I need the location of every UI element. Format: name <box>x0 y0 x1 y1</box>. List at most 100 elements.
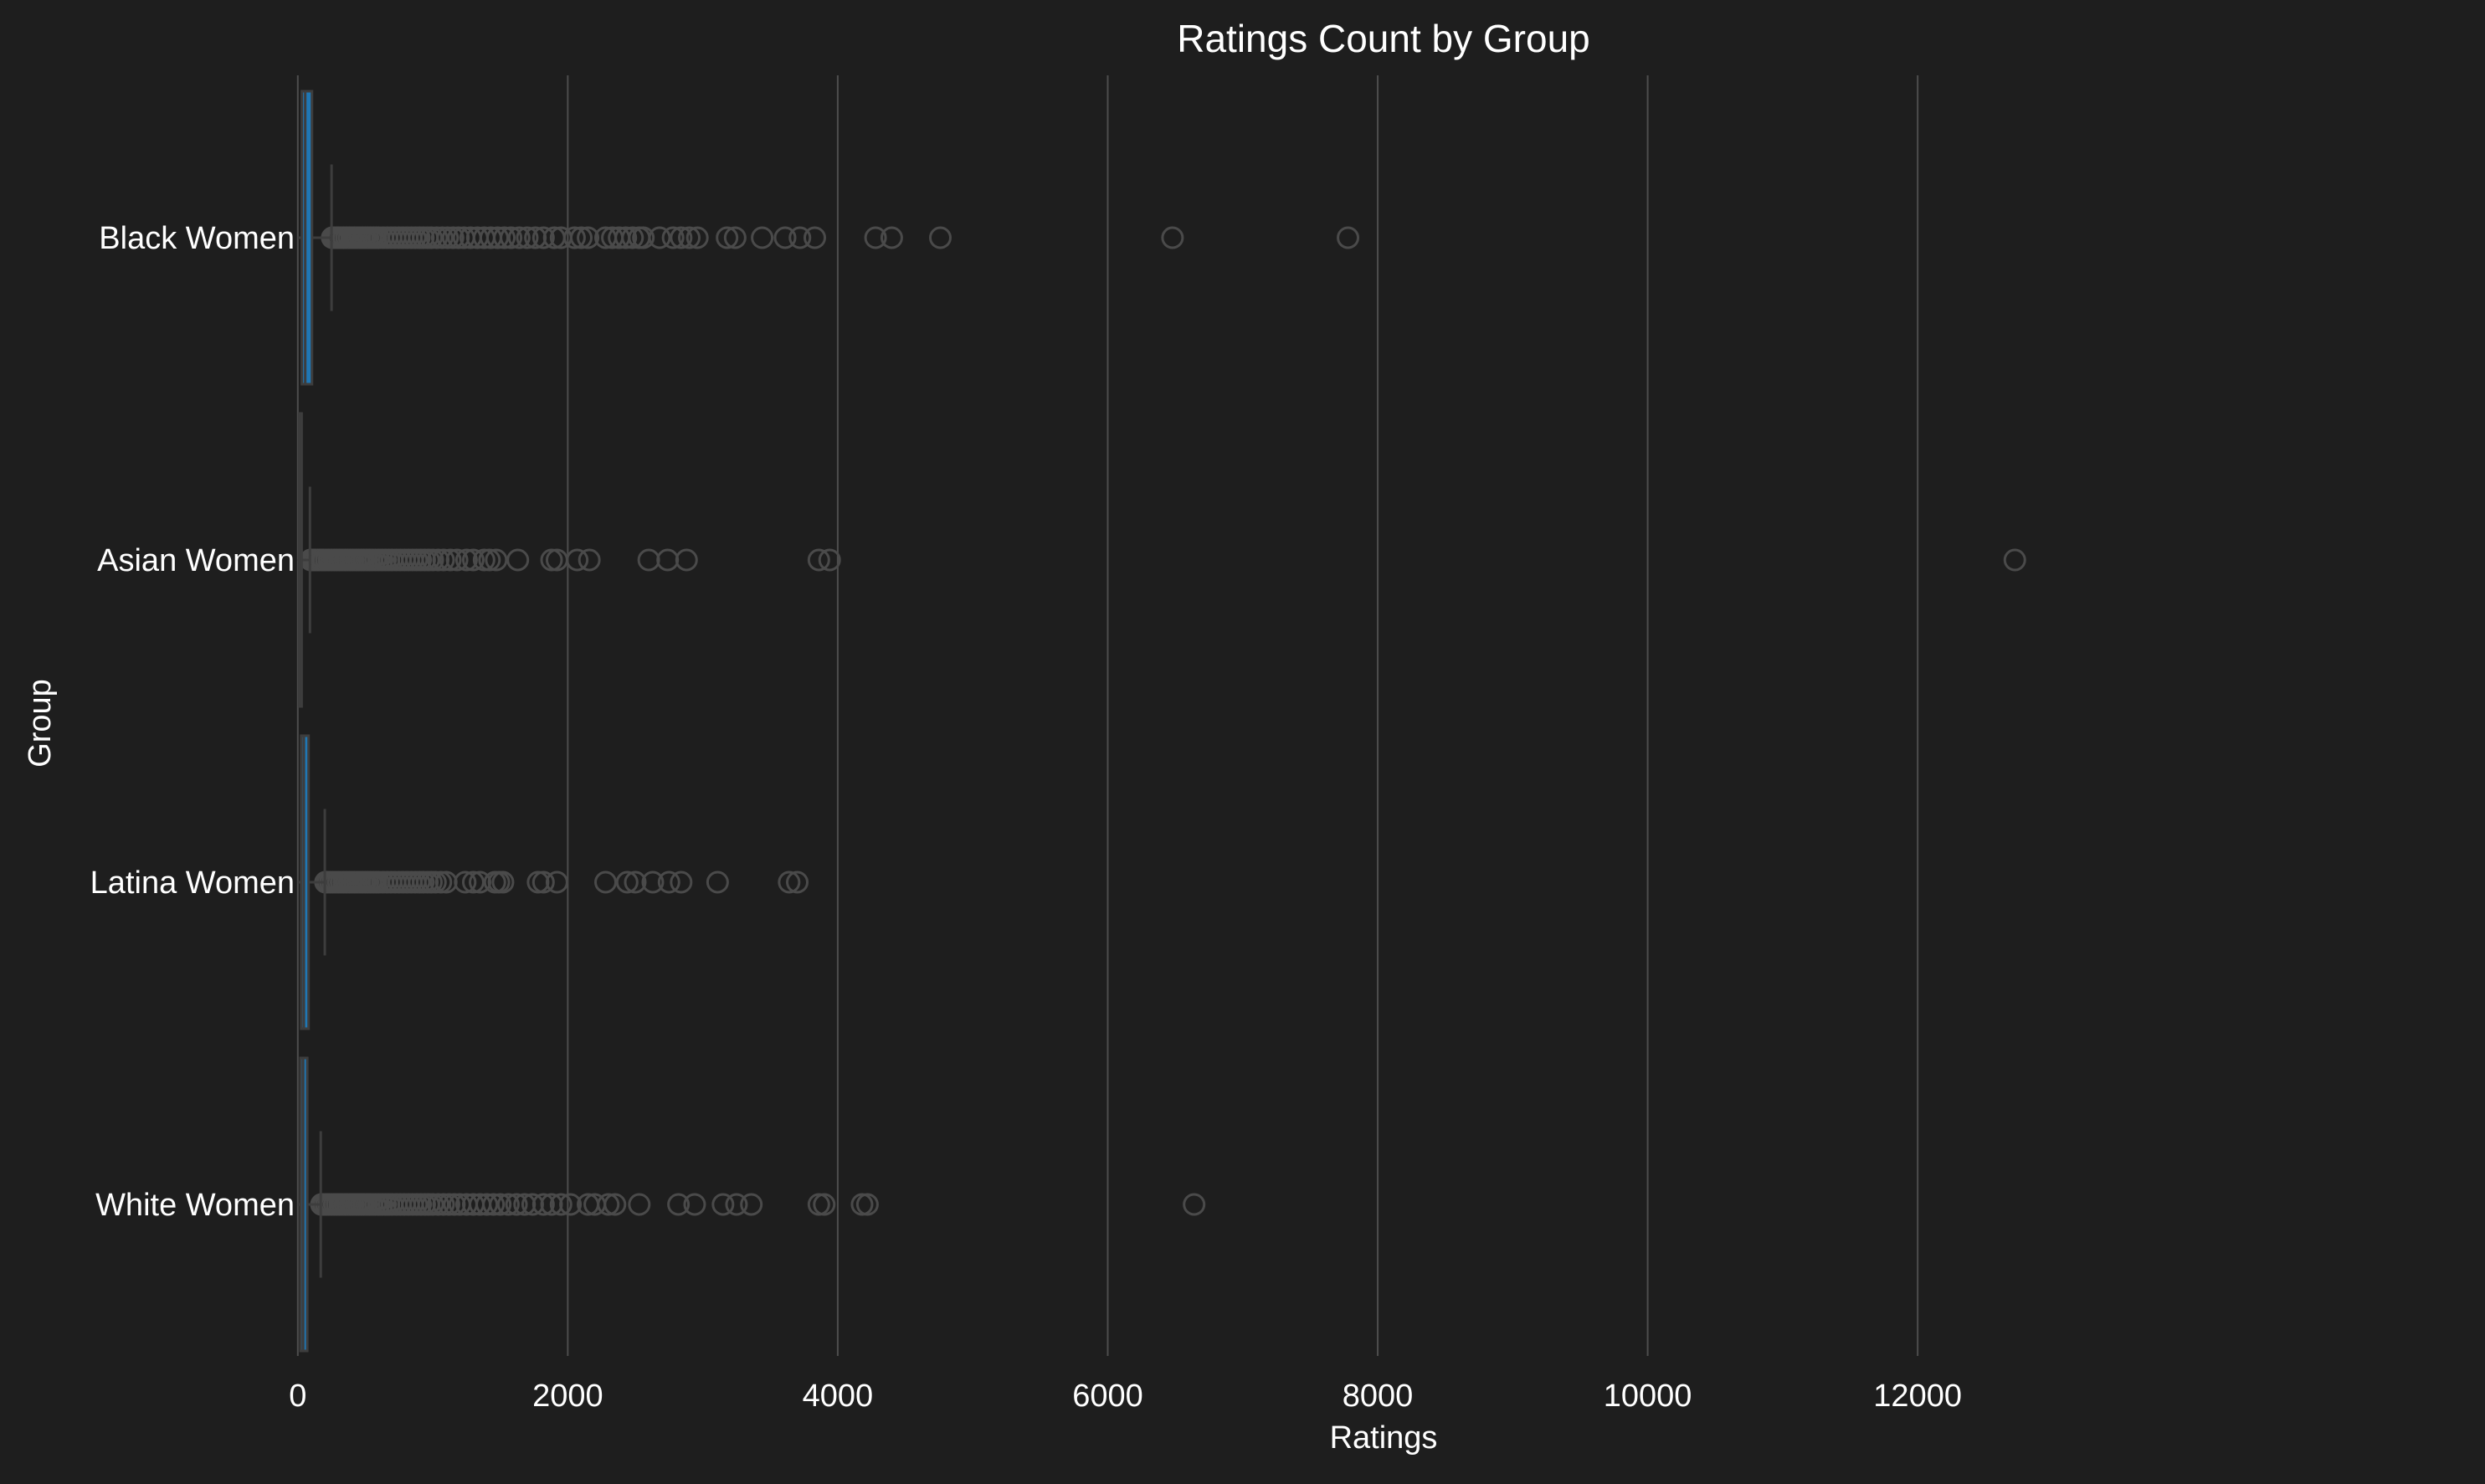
outlier-point <box>678 226 701 249</box>
outlier-point <box>454 548 478 572</box>
outlier-point <box>670 226 693 249</box>
outlier-point <box>445 548 469 572</box>
outlier-point <box>648 226 671 249</box>
outlier-point <box>531 870 555 894</box>
outlier-point <box>505 1193 528 1216</box>
outlier-point <box>500 226 523 249</box>
outlier-point <box>603 1193 627 1216</box>
outlier-point <box>421 548 444 572</box>
outlier-point <box>675 548 698 572</box>
outlier-point <box>597 1193 620 1216</box>
outlier-point <box>419 226 443 249</box>
outlier-point <box>807 1193 830 1216</box>
outlier-point <box>804 226 827 249</box>
outlier-point <box>540 548 563 572</box>
outlier-point <box>1337 226 1360 249</box>
x-tick-label: 8000 <box>1343 1379 1414 1414</box>
outlier-point <box>667 1193 691 1216</box>
outlier-point <box>493 226 516 249</box>
outlier-point <box>880 226 903 249</box>
outlier-point <box>637 548 660 572</box>
box-latina-women <box>297 734 326 1030</box>
x-tick-label: 4000 <box>803 1379 874 1414</box>
outlier-point <box>850 1193 874 1216</box>
outlier-point <box>725 1193 748 1216</box>
outlier-point <box>437 1193 460 1216</box>
outlier-point <box>439 548 462 572</box>
outlier-point <box>424 870 447 894</box>
x-tick-label: 2000 <box>532 1379 603 1414</box>
chart-text: Ratings Count by Group Ratings Group <box>23 17 1590 1456</box>
x-tick-label: 6000 <box>1072 1379 1143 1414</box>
y-category-label: Black Women <box>99 221 295 256</box>
y-category-labels: Black Women Asian Women Latina Women White … <box>90 221 295 1223</box>
outlier-point <box>531 226 555 249</box>
outlier-point <box>751 226 774 249</box>
outlier-point <box>569 226 593 249</box>
outlier-point <box>429 870 453 894</box>
outlier-point <box>928 226 952 249</box>
outlier-point <box>711 1193 735 1216</box>
outlier-point <box>506 548 530 572</box>
outlier-point <box>632 226 655 249</box>
outlier-point <box>855 1193 879 1216</box>
outlier-point <box>427 1193 450 1216</box>
outlier-point <box>475 1193 499 1216</box>
x-tick-label: 12000 <box>1873 1379 1962 1414</box>
outlier-point <box>489 1193 512 1216</box>
outlier-point <box>545 870 568 894</box>
box-black-women <box>297 90 333 386</box>
box-white-women <box>297 1056 322 1353</box>
outlier-point <box>723 226 747 249</box>
outlier-point <box>818 548 841 572</box>
outlier-point <box>461 870 485 894</box>
x-axis-title: Ratings <box>1330 1420 1438 1456</box>
outlier-point <box>432 548 455 572</box>
outlier-point <box>454 870 477 894</box>
outlier-point <box>786 870 809 894</box>
outlier-point <box>507 226 531 249</box>
outlier-point <box>531 1193 555 1216</box>
outlier-point <box>516 226 539 249</box>
outlier-point <box>562 226 586 249</box>
outlier-point <box>788 226 812 249</box>
box-plots <box>297 90 333 1353</box>
outlier-point <box>549 1193 572 1216</box>
x-tick-label: 10000 <box>1604 1379 1692 1414</box>
outlier-point <box>813 1193 836 1216</box>
y-axis-title: Group <box>23 679 58 768</box>
outlier-points <box>299 226 2026 1216</box>
outlier-point <box>566 548 589 572</box>
outlier-point <box>430 226 454 249</box>
iqr-box <box>300 90 314 386</box>
outlier-point <box>461 548 485 572</box>
outlier-point <box>441 226 465 249</box>
outlier-point <box>1161 226 1184 249</box>
outlier-point <box>670 870 693 894</box>
outlier-point <box>628 1193 651 1216</box>
outlier-point <box>683 1193 706 1216</box>
outlier-point <box>432 1193 455 1216</box>
outlier-point <box>661 226 685 249</box>
outlier-point <box>2003 548 2026 572</box>
outlier-point <box>740 1193 763 1216</box>
outlier-point <box>485 226 509 249</box>
outlier-point <box>621 226 644 249</box>
outlier-point <box>425 226 449 249</box>
outlier-point <box>436 226 460 249</box>
outlier-point <box>577 226 600 249</box>
outlier-point <box>485 548 508 572</box>
outlier-point <box>657 870 680 894</box>
outlier-point <box>624 870 647 894</box>
outlier-point <box>778 870 801 894</box>
outlier-point <box>656 548 680 572</box>
outlier-point <box>482 1193 506 1216</box>
outlier-point <box>716 226 739 249</box>
x-tick-label: 0 <box>289 1379 306 1414</box>
outlier-point <box>491 870 515 894</box>
outlier-point <box>421 1193 444 1216</box>
outlier-point <box>1183 1193 1206 1216</box>
outlier-point <box>578 548 601 572</box>
